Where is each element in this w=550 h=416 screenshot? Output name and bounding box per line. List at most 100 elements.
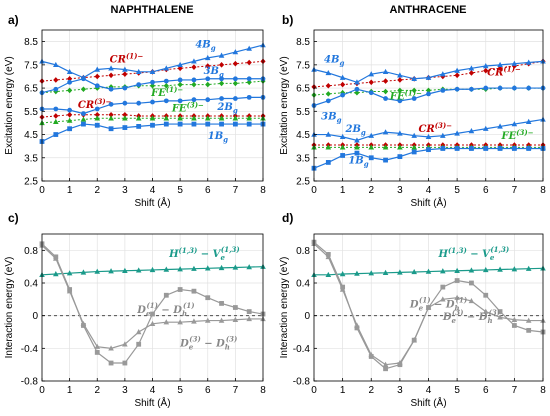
point-c-2-3 [80, 320, 87, 327]
ytick-label-a-1: 3.5 [24, 153, 38, 164]
point-d-0-14 [511, 266, 518, 272]
point-a-1-4 [94, 111, 100, 118]
point-a-5-2 [67, 107, 73, 113]
point-b-3-7 [411, 144, 417, 150]
point-a-3-14 [232, 115, 239, 121]
point-a-6-7 [136, 82, 142, 87]
point-c-2-6 [122, 341, 128, 347]
xtick-label-a-1: 1 [67, 185, 73, 196]
point-b-4-15 [526, 146, 532, 151]
point-a-4-2 [67, 126, 73, 132]
point-b-4-3 [354, 150, 360, 156]
point-c-2-15 [246, 315, 252, 322]
point-a-5-8 [150, 99, 155, 105]
xtick-label-c-7: 7 [233, 385, 239, 396]
ytick-label-d-4: 0.8 [296, 246, 310, 257]
point-a-0-5 [108, 72, 114, 79]
point-a-6-8 [150, 79, 155, 85]
point-d-2-14 [511, 316, 518, 322]
point-c-2-5 [108, 345, 114, 351]
point-b-5-12 [482, 125, 489, 131]
point-c-1-7 [136, 341, 142, 347]
point-d-2-10 [454, 294, 460, 300]
point-a-5-14 [232, 96, 238, 101]
point-b-5-13 [497, 123, 503, 129]
point-a-3-11 [191, 115, 197, 121]
point-b-6-3 [354, 86, 360, 92]
point-a-3-10 [177, 115, 183, 121]
point-a-6-14 [232, 76, 238, 82]
point-c-0-15 [246, 264, 252, 270]
point-a-0-13 [218, 62, 225, 68]
series-line-a-1 [41, 114, 263, 118]
series-d-0 [311, 265, 546, 278]
annotation-c-0: H(1,3) − Ve(1,3) [168, 245, 240, 262]
point-d-0-11 [468, 267, 475, 273]
xtick-label-b-5: 5 [454, 185, 460, 196]
point-d-0-8 [425, 268, 432, 274]
point-a-0-14 [232, 60, 238, 67]
point-a-7-5 [108, 65, 114, 71]
point-b-6-7 [411, 96, 417, 101]
panel-label-c: c) [8, 211, 19, 225]
series-b-5 [311, 116, 546, 143]
ytick-label-a-2: 4.5 [24, 130, 38, 141]
point-b-5-9 [440, 132, 446, 138]
point-a-6-15 [246, 76, 252, 82]
point-a-4-12 [205, 121, 211, 127]
point-b-4-5 [383, 157, 388, 163]
xtick-label-d-0: 0 [311, 385, 317, 396]
point-d-0-9 [440, 268, 446, 274]
point-a-3-3 [80, 116, 87, 122]
point-c-1-10 [177, 287, 183, 292]
point-c-0-10 [177, 266, 183, 272]
point-d-0-10 [454, 267, 460, 273]
point-c-2-13 [218, 317, 225, 323]
point-a-7-12 [204, 54, 211, 61]
point-d-2-7 [411, 337, 417, 343]
point-d-1-11 [469, 280, 474, 286]
point-c-0-2 [66, 270, 73, 276]
point-a-7-15 [246, 45, 252, 51]
point-b-7-3 [354, 79, 360, 85]
annotation-b-3: 3Bg [321, 111, 341, 124]
point-d-0-5 [382, 269, 389, 275]
point-d-0-1 [325, 271, 332, 278]
point-a-4-3 [81, 121, 86, 127]
point-a-7-2 [66, 68, 73, 75]
xtick-label-d-4: 4 [426, 385, 432, 396]
ytick-label-d-1: -0.4 [293, 344, 311, 355]
point-a-6-13 [219, 76, 224, 82]
point-b-4-8 [426, 147, 431, 153]
point-b-4-4 [368, 155, 374, 161]
point-d-2-1 [325, 253, 332, 260]
panel-label-d: d) [282, 211, 293, 225]
point-c-0-4 [94, 268, 101, 274]
ytick-label-a-4: 6.5 [24, 84, 38, 95]
point-b-5-8 [425, 133, 432, 140]
point-b-5-6 [397, 130, 403, 136]
point-a-6-10 [177, 77, 183, 83]
point-d-0-2 [339, 271, 346, 277]
point-d-2-9 [440, 296, 446, 302]
point-a-4-13 [219, 121, 224, 127]
ytick-label-a-0: 2.5 [24, 177, 38, 188]
annotation-b-5: CR(3)− [418, 121, 452, 135]
point-a-4-14 [232, 121, 238, 127]
point-b-0-6 [397, 77, 403, 83]
point-a-6-1 [53, 86, 59, 92]
point-a-0-6 [122, 71, 128, 77]
point-b-0-10 [454, 72, 460, 79]
point-a-5-3 [81, 111, 86, 117]
point-b-5-10 [454, 130, 460, 136]
x-axis-label-d: Shift (Å) [410, 396, 446, 409]
ytick-label-c-4: 0.8 [24, 246, 38, 257]
point-b-6-12 [483, 85, 489, 91]
xtick-label-d-3: 3 [397, 385, 403, 396]
point-a-6-2 [67, 79, 73, 85]
point-a-7-3 [80, 74, 87, 80]
point-a-4-10 [177, 121, 183, 127]
annotation-d-2: De(3) − Dh(3) [442, 308, 500, 325]
series-a-7 [39, 42, 266, 80]
point-c-0-1 [53, 271, 59, 277]
